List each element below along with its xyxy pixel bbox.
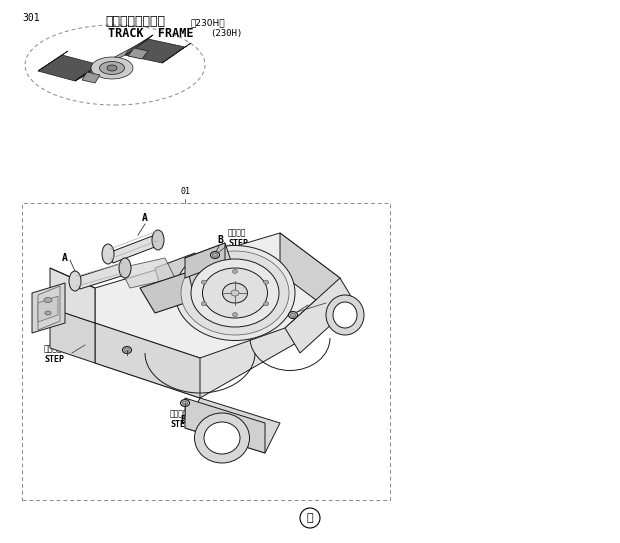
Circle shape <box>300 508 320 528</box>
Ellipse shape <box>211 251 219 258</box>
Text: A: A <box>62 253 68 263</box>
Ellipse shape <box>202 302 206 306</box>
Text: Ⓜ: Ⓜ <box>307 513 313 523</box>
Ellipse shape <box>223 283 247 303</box>
Text: (230H): (230H) <box>210 29 242 38</box>
Ellipse shape <box>203 268 267 318</box>
Ellipse shape <box>213 253 218 257</box>
Polygon shape <box>38 296 58 322</box>
Ellipse shape <box>195 413 249 463</box>
Text: ステップ: ステップ <box>326 286 345 295</box>
Polygon shape <box>155 253 205 303</box>
Polygon shape <box>50 268 95 288</box>
Polygon shape <box>95 273 340 398</box>
Text: トラックフレーム: トラックフレーム <box>105 15 165 28</box>
Text: 301: 301 <box>22 13 40 23</box>
Ellipse shape <box>288 312 298 319</box>
Ellipse shape <box>202 280 206 284</box>
Ellipse shape <box>45 311 51 315</box>
Polygon shape <box>32 283 65 333</box>
Ellipse shape <box>102 244 114 264</box>
Polygon shape <box>75 61 106 81</box>
Text: B: B <box>217 235 223 245</box>
Polygon shape <box>50 308 95 363</box>
Text: STEP: STEP <box>44 355 64 364</box>
Ellipse shape <box>123 346 131 353</box>
Ellipse shape <box>264 280 268 284</box>
Text: 01: 01 <box>180 187 190 196</box>
Polygon shape <box>38 51 68 71</box>
Ellipse shape <box>191 259 279 327</box>
Polygon shape <box>108 235 160 263</box>
Polygon shape <box>162 43 191 63</box>
Ellipse shape <box>99 61 125 74</box>
Ellipse shape <box>181 251 289 335</box>
Polygon shape <box>185 243 225 278</box>
Polygon shape <box>125 35 153 55</box>
Ellipse shape <box>175 245 295 340</box>
Text: B: B <box>180 415 186 425</box>
Polygon shape <box>128 48 148 59</box>
Ellipse shape <box>232 269 237 274</box>
Ellipse shape <box>91 57 133 79</box>
Ellipse shape <box>180 400 190 407</box>
Text: TRACK  FRAME: TRACK FRAME <box>108 27 193 40</box>
Bar <box>22 203 390 500</box>
Ellipse shape <box>291 313 296 317</box>
Polygon shape <box>120 258 175 288</box>
Polygon shape <box>50 268 95 323</box>
Text: STEP: STEP <box>170 420 190 429</box>
Text: A: A <box>142 213 148 223</box>
Ellipse shape <box>119 258 131 278</box>
Text: STEP: STEP <box>326 297 346 306</box>
Polygon shape <box>140 273 200 313</box>
Text: （230H）: （230H） <box>190 18 224 27</box>
Polygon shape <box>285 278 355 353</box>
Polygon shape <box>75 263 128 289</box>
Text: ステップ: ステップ <box>170 409 188 418</box>
Ellipse shape <box>333 302 357 328</box>
Polygon shape <box>75 39 148 81</box>
Polygon shape <box>38 55 100 81</box>
Ellipse shape <box>107 65 117 71</box>
Text: B: B <box>310 293 316 303</box>
Ellipse shape <box>264 302 268 306</box>
Text: STEP: STEP <box>228 239 248 248</box>
Polygon shape <box>95 233 340 358</box>
Ellipse shape <box>69 271 81 291</box>
Polygon shape <box>125 39 185 63</box>
Polygon shape <box>280 233 340 318</box>
Ellipse shape <box>152 230 164 250</box>
Text: ステップ: ステップ <box>228 228 247 237</box>
Polygon shape <box>125 35 153 55</box>
Ellipse shape <box>326 295 364 335</box>
Text: ステップ: ステップ <box>44 344 63 353</box>
Ellipse shape <box>44 298 52 302</box>
Polygon shape <box>185 243 235 288</box>
Ellipse shape <box>231 290 239 296</box>
Text: B: B <box>119 360 125 370</box>
Ellipse shape <box>182 401 187 405</box>
Polygon shape <box>95 323 200 398</box>
Polygon shape <box>75 61 106 81</box>
Ellipse shape <box>232 313 237 317</box>
Polygon shape <box>185 398 280 453</box>
Polygon shape <box>185 398 265 453</box>
Polygon shape <box>82 72 100 83</box>
Ellipse shape <box>125 348 130 352</box>
Ellipse shape <box>204 422 240 454</box>
